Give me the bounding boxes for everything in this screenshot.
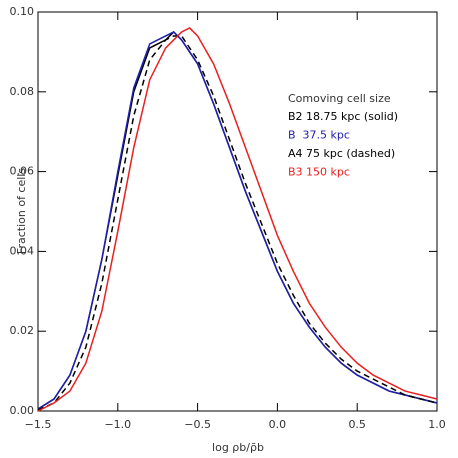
series-line: [37, 35, 438, 411]
x-tick-label: −0.5: [184, 418, 211, 431]
y-tick-label: 0.04: [10, 244, 35, 257]
y-tick-label: 0.06: [10, 165, 35, 178]
x-tick-label: 0.5: [348, 418, 366, 431]
x-tick-label: 1.0: [428, 418, 446, 431]
series-line: [37, 30, 438, 410]
legend-entry: B 37.5 kpc: [288, 129, 350, 142]
series-line: [37, 31, 438, 410]
y-tick-label: 0.00: [10, 404, 35, 417]
legend-entry: B2 18.75 kpc (solid): [288, 110, 398, 123]
legend-entry: A4 75 kpc (dashed): [288, 147, 395, 160]
x-tick-label: 0.0: [269, 418, 287, 431]
y-tick-label: 0.08: [10, 85, 35, 98]
legend-title: Comoving cell size: [288, 92, 391, 105]
y-tick-label: 0.10: [10, 5, 35, 18]
x-axis-label: log ρb/ρ̄b: [212, 441, 264, 454]
y-tick-label: 0.02: [10, 324, 35, 337]
x-tick-label: −1.5: [25, 418, 52, 431]
y-axis-label: Fraction of cells: [15, 168, 28, 254]
x-tick-label: −1.0: [104, 418, 131, 431]
legend-entry: B3 150 kpc: [288, 166, 350, 179]
plot-frame: [37, 11, 438, 412]
series-line: [37, 27, 438, 412]
